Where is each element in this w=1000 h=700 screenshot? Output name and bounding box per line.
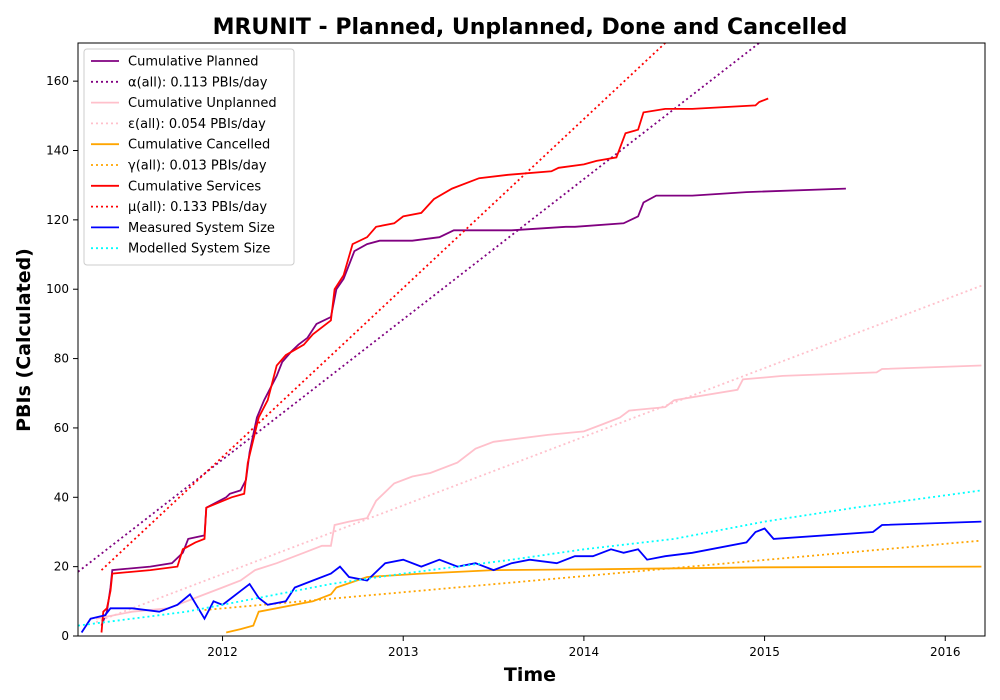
y-axis: 0 20 40 60 80 100 120 140 160 xyxy=(46,74,78,643)
chart-title: MRUNIT - Planned, Unplanned, Done and Ca… xyxy=(213,15,848,40)
y-tick-label: 100 xyxy=(46,282,69,296)
series-line-9 xyxy=(78,489,982,627)
series-layer xyxy=(78,43,982,634)
x-tick-label: 2013 xyxy=(388,645,419,659)
legend-entry: Modelled System Size xyxy=(128,242,270,257)
plot-area xyxy=(77,42,986,637)
x-tick-label: 2015 xyxy=(749,645,780,659)
x-axis: 2012 2013 2014 2015 2016 xyxy=(207,636,961,659)
legend-entry: ε(all): 0.054 PBIs/day xyxy=(128,117,266,132)
legend-entry: Cumulative Planned xyxy=(128,55,258,70)
legend-box xyxy=(83,48,295,266)
series-line-2 xyxy=(95,364,982,620)
x-tick-label: 2014 xyxy=(569,645,600,659)
series-line-4 xyxy=(225,565,982,634)
legend-entry: Cumulative Unplanned xyxy=(128,96,277,111)
series-line-1 xyxy=(78,43,760,573)
x-axis-label: Time xyxy=(504,664,556,686)
y-axis-label: PBIs (Calculated) xyxy=(13,248,35,432)
legend-entry: μ(all): 0.133 PBIs/day xyxy=(128,200,267,215)
y-tick-label: 160 xyxy=(46,74,69,88)
series-line-5 xyxy=(204,539,982,611)
x-tick-label: 2012 xyxy=(207,645,238,659)
x-tick-label: 2016 xyxy=(930,645,961,659)
legend-entry: Cumulative Cancelled xyxy=(128,138,270,153)
y-tick-label: 60 xyxy=(54,421,69,435)
y-tick-label: 0 xyxy=(61,629,69,643)
legend: Cumulative Planned α(all): 0.113 PBIs/day… xyxy=(83,48,295,266)
legend-entry: α(all): 0.113 PBIs/day xyxy=(128,75,268,90)
legend-entry: Cumulative Services xyxy=(128,179,261,194)
series-line-7 xyxy=(100,43,666,571)
y-tick-label: 40 xyxy=(54,490,69,504)
y-tick-label: 20 xyxy=(54,560,69,574)
y-tick-label: 120 xyxy=(46,213,69,227)
legend-entry: Measured System Size xyxy=(128,221,275,236)
y-tick-label: 140 xyxy=(46,144,69,158)
series-line-8 xyxy=(80,520,982,633)
legend-entry: γ(all): 0.013 PBIs/day xyxy=(128,159,267,174)
series-line-0 xyxy=(100,187,846,626)
series-line-6 xyxy=(100,97,769,633)
y-tick-label: 80 xyxy=(54,352,69,366)
